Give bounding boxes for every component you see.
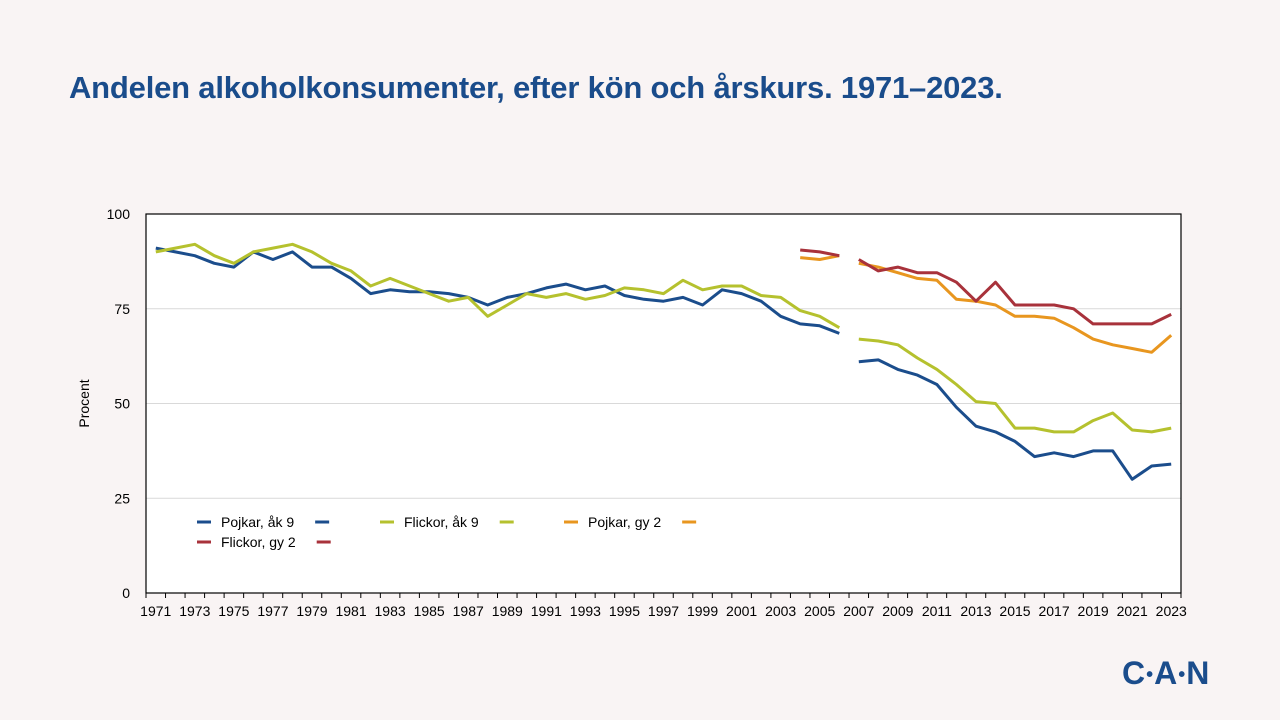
x-tick-label: 2005 [804,603,835,619]
x-tick-label: 1995 [609,603,640,619]
x-tick-label: 2003 [765,603,796,619]
series-line [858,258,1172,326]
series-line [858,337,1172,434]
series-line [800,248,840,258]
legend-label: Flickor, åk 9 [404,514,479,530]
x-tick-label: 2009 [882,603,913,619]
x-tick-label: 2011 [922,603,952,619]
x-tick-label: 2007 [843,603,874,619]
x-tick-label: 1997 [648,603,679,619]
x-tick-label: 1993 [570,603,601,619]
series-line [800,254,840,261]
legend-label: Pojkar, åk 9 [221,514,294,530]
x-tick-label: 1977 [257,603,288,619]
series-line [858,358,1172,481]
x-tick-label: 2021 [1117,603,1148,619]
x-tick-label: 2023 [1156,603,1187,619]
series-line [858,261,1173,354]
x-tick-label: 1973 [179,603,210,619]
x-tick-label: 2001 [726,603,757,619]
plot-border [145,213,1182,594]
series-line [155,246,840,335]
x-tick-label: 1999 [687,603,718,619]
y-tick-label: 50 [114,396,130,412]
x-tick-label: 2013 [960,603,991,619]
x-tick-label: 1983 [375,603,406,619]
x-tick-label: 2015 [999,603,1030,619]
x-tick-label: 1987 [453,603,484,619]
y-tick-label: 25 [114,490,130,506]
y-axis-label: Procent [76,379,92,427]
x-tick-label: 1975 [218,603,249,619]
x-tick-label: 1981 [335,603,366,619]
y-tick-label: 100 [107,206,131,222]
x-tick-label: 1991 [531,603,562,619]
y-tick-label: 75 [114,301,130,317]
x-tick-label: 2017 [1038,603,1069,619]
legend-label: Pojkar, gy 2 [588,514,661,530]
series-line [155,242,841,329]
y-tick-label: 0 [122,585,130,601]
x-tick-label: 1985 [414,603,445,619]
x-tick-label: 1971 [140,603,171,619]
x-tick-label: 1979 [296,603,327,619]
x-tick-label: 2019 [1078,603,1109,619]
page-title: Andelen alkoholkonsumenter, efter kön oc… [69,70,1003,105]
x-tick-label: 1989 [492,603,523,619]
legend-label: Flickor, gy 2 [221,534,296,550]
can-logo: C•A•N [1122,655,1211,691]
